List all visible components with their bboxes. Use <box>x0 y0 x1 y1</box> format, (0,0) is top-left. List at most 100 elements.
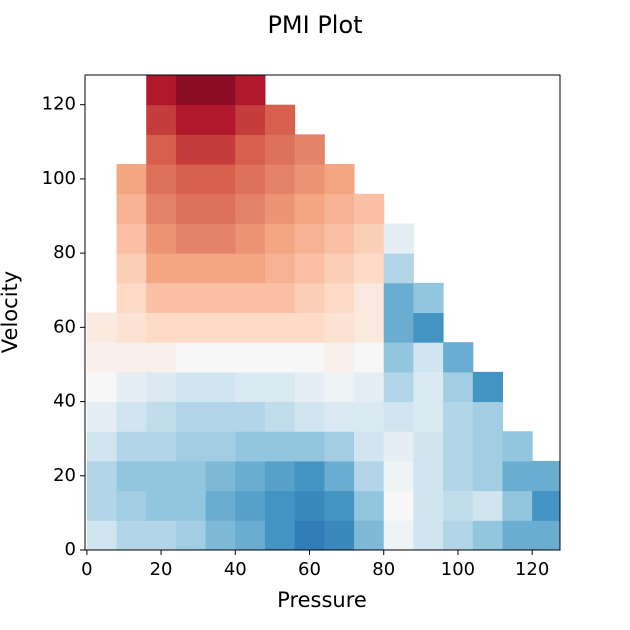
heat-cell <box>205 193 236 224</box>
heat-cell <box>324 460 355 492</box>
heat-cell <box>294 342 325 373</box>
heat-cell <box>235 312 266 343</box>
heat-cell <box>472 371 503 403</box>
heat-cell <box>205 401 236 432</box>
heat-cell <box>294 371 325 403</box>
heat-cell <box>532 520 561 551</box>
heat-cell <box>354 342 385 373</box>
heat-cell <box>116 520 147 551</box>
heat-cell <box>175 342 207 373</box>
y-tick-label: 60 <box>53 316 76 337</box>
heat-cell <box>472 401 503 432</box>
heat-cell <box>294 164 325 195</box>
heat-cell <box>146 164 177 195</box>
x-tick-label: 100 <box>441 559 475 580</box>
heat-cell <box>502 520 533 551</box>
heat-cell <box>413 282 444 313</box>
y-tick-label: 20 <box>53 465 76 486</box>
heat-cell <box>235 134 266 165</box>
heat-cell <box>146 282 177 313</box>
heat-cell <box>235 401 266 432</box>
heat-cell <box>383 431 414 462</box>
heat-cell <box>264 134 296 165</box>
heat-cell <box>205 282 236 313</box>
heat-cell <box>324 282 355 313</box>
heat-cell <box>175 490 207 521</box>
heat-cell <box>354 520 385 551</box>
heat-cell <box>175 371 207 403</box>
heat-cell <box>354 253 385 284</box>
heat-cell <box>413 401 444 432</box>
heat-cell <box>443 431 474 462</box>
heat-cell <box>175 253 207 284</box>
heat-cell <box>116 460 147 492</box>
heat-cell <box>294 193 325 224</box>
x-axis-label: Pressure <box>277 588 367 612</box>
x-tick-label: 20 <box>150 559 173 580</box>
heat-cell <box>146 460 177 492</box>
heat-cell <box>324 371 355 403</box>
heat-cell <box>175 431 207 462</box>
heat-cell <box>86 312 118 343</box>
y-tick-label: 120 <box>42 94 76 115</box>
heat-cell <box>235 342 266 373</box>
heat-cell <box>205 164 236 195</box>
heat-cell <box>235 164 266 195</box>
heat-cell <box>383 282 414 313</box>
heat-cell <box>116 401 147 432</box>
heat-cell <box>264 223 296 254</box>
heat-cell <box>116 164 147 195</box>
heat-cell <box>354 431 385 462</box>
heat-cell <box>235 431 266 462</box>
x-tick-label: 40 <box>224 559 247 580</box>
heat-cell <box>354 401 385 432</box>
heat-cell <box>116 431 147 462</box>
heat-cell <box>235 282 266 313</box>
heat-cell <box>116 312 147 343</box>
heat-cell <box>443 342 474 373</box>
heat-cell <box>205 75 236 106</box>
heat-cell <box>116 342 147 373</box>
heat-cell <box>86 371 118 403</box>
heat-cell <box>264 371 296 403</box>
heat-cell <box>443 520 474 551</box>
heat-cell <box>383 223 414 254</box>
heat-cell <box>264 253 296 284</box>
heat-cell <box>294 312 325 343</box>
heat-cell <box>264 431 296 462</box>
heat-cell <box>235 104 266 135</box>
heat-cell <box>324 193 355 224</box>
heat-cell <box>205 371 236 403</box>
heat-cell <box>146 193 177 224</box>
heat-cell <box>205 342 236 373</box>
heat-cell <box>205 253 236 284</box>
heat-cell <box>324 520 355 551</box>
heat-cell <box>116 371 147 403</box>
heat-cell <box>294 520 325 551</box>
heat-cell <box>472 520 503 551</box>
heat-cell <box>413 490 444 521</box>
heat-cell <box>205 460 236 492</box>
heat-cell <box>324 431 355 462</box>
heat-cell <box>354 223 385 254</box>
heat-cell <box>146 312 177 343</box>
heat-cell <box>354 490 385 521</box>
y-axis-label: Velocity <box>0 271 22 353</box>
heat-cell <box>294 490 325 521</box>
heat-cell <box>472 460 503 492</box>
heat-cell <box>294 460 325 492</box>
heat-cell <box>264 520 296 551</box>
heat-cell <box>354 282 385 313</box>
heat-cell <box>205 520 236 551</box>
heat-cell <box>502 460 533 492</box>
heat-cell <box>354 193 385 224</box>
heat-cell <box>116 490 147 521</box>
heat-cell <box>175 164 207 195</box>
heat-cell <box>205 223 236 254</box>
heat-cell <box>175 134 207 165</box>
heat-cell <box>264 342 296 373</box>
heat-cell <box>294 253 325 284</box>
heat-cell <box>175 282 207 313</box>
x-tick-label: 120 <box>515 559 549 580</box>
